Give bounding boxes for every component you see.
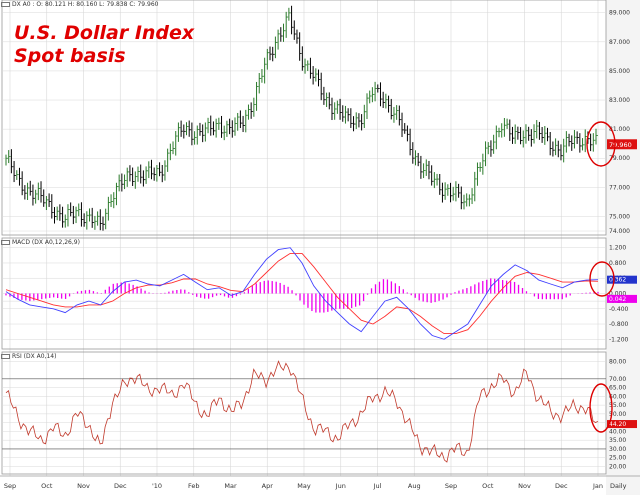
price-y-tick-label: 87.000 bbox=[609, 39, 630, 46]
x-tick-label: Dec bbox=[114, 482, 127, 490]
series-icon bbox=[1, 354, 10, 359]
rsi-panel-frame bbox=[1, 351, 607, 475]
x-tick-label: Nov bbox=[518, 482, 531, 490]
x-tick-label: Apr bbox=[262, 482, 274, 490]
rsi-last-box bbox=[607, 420, 637, 429]
series-icon bbox=[1, 2, 10, 7]
price-y-tick-label: 75.000 bbox=[609, 213, 630, 220]
x-tick-label: Jan bbox=[592, 482, 603, 490]
rsi-legend-text: RSI (DX A0,14) bbox=[12, 353, 57, 360]
macd-y-tick-label: 0.000 bbox=[609, 291, 626, 298]
price-legend-text: DX A0 : O: 80.121 H: 80.160 L: 79.838 C:… bbox=[12, 1, 159, 8]
price-y-tick-label: 74.000 bbox=[609, 228, 630, 235]
series-icon bbox=[1, 240, 10, 245]
rsi-y-tick-label: 30.00 bbox=[609, 446, 626, 453]
x-tick-label: Jul bbox=[373, 482, 382, 490]
last-price-box bbox=[607, 139, 637, 150]
rsi-last-label: 44.20 bbox=[609, 421, 626, 428]
x-tick-label: Feb bbox=[188, 482, 200, 490]
rsi-y-tick-label: 60.00 bbox=[609, 393, 626, 400]
price-y-tick-label: 77.000 bbox=[609, 184, 630, 191]
price-panel-legend: DX A0 : O: 80.121 H: 80.160 L: 79.838 C:… bbox=[1, 1, 158, 8]
highlight-circle-price bbox=[586, 121, 616, 167]
x-tick-label: Nov bbox=[77, 482, 90, 490]
highlight-circle-macd bbox=[589, 261, 615, 297]
x-tick-label: Mar bbox=[224, 482, 237, 490]
rsi-y-tick-label: 70.00 bbox=[609, 376, 626, 383]
price-y-tick-label: 85.000 bbox=[609, 68, 630, 75]
rsi-y-tick-label: 80.00 bbox=[609, 358, 626, 365]
macd-y-tick-label: -0.800 bbox=[609, 321, 629, 328]
macd-y-tick-label: -0.400 bbox=[609, 306, 629, 313]
rsi-y-tick-label: 25.00 bbox=[609, 455, 626, 462]
price-y-tick-label: 79.000 bbox=[609, 155, 630, 162]
x-tick-label: Dec bbox=[555, 482, 568, 490]
price-y-tick-label: 83.000 bbox=[609, 97, 630, 104]
rsi-y-tick-label: 20.00 bbox=[609, 463, 626, 470]
rsi-y-tick-label: 35.00 bbox=[609, 437, 626, 444]
x-tick-label: Jun bbox=[335, 482, 346, 490]
macd-last-box bbox=[607, 275, 637, 284]
rsi-y-tick-label: 55.00 bbox=[609, 402, 626, 409]
rsi-y-tick-label: 50.00 bbox=[609, 411, 626, 418]
x-tick-label: '10 bbox=[152, 482, 162, 490]
rsi-y-tick-label: 40.00 bbox=[609, 428, 626, 435]
macd-y-tick-label: 0.800 bbox=[609, 260, 626, 267]
macd-last-label: 0.362 bbox=[609, 277, 626, 284]
rsi-y-tick-label: 65.00 bbox=[609, 385, 626, 392]
macd-signal-line bbox=[5, 252, 599, 335]
last-price-label: 79.960 bbox=[609, 141, 632, 149]
histogram-last-label: 0.042 bbox=[609, 296, 626, 303]
macd-panel-legend: MACD (DX A0,12,26,9) bbox=[1, 239, 80, 246]
period-label: Daily bbox=[610, 482, 627, 490]
annotation-title: U.S. Dollar Index Spot basis bbox=[14, 22, 194, 68]
x-tick-label: Sep bbox=[4, 482, 16, 490]
histogram-last-box bbox=[607, 294, 637, 303]
rsi-panel-legend: RSI (DX A0,14) bbox=[1, 353, 56, 360]
price-y-tick-label: 89.000 bbox=[609, 10, 630, 17]
annotation-line1: U.S. Dollar Index bbox=[14, 22, 195, 44]
rsi-line bbox=[5, 360, 599, 463]
highlight-circle-rsi bbox=[589, 383, 613, 433]
x-tick-label: Oct bbox=[41, 482, 53, 490]
macd-legend-text: MACD (DX A0,12,26,9) bbox=[12, 239, 80, 246]
price-y-tick-label: 81.000 bbox=[609, 126, 630, 133]
x-tick-label: Aug bbox=[408, 482, 421, 490]
macd-line bbox=[5, 247, 599, 340]
x-tick-label: Oct bbox=[482, 482, 494, 490]
annotation-line2: Spot basis bbox=[14, 45, 126, 67]
macd-y-tick-label: -1.200 bbox=[609, 336, 629, 343]
x-tick-label: Sep bbox=[445, 482, 457, 490]
macd-y-tick-label: 1.200 bbox=[609, 245, 626, 252]
price-panel-frame bbox=[1, 0, 607, 236]
x-tick-label: May bbox=[297, 482, 311, 490]
